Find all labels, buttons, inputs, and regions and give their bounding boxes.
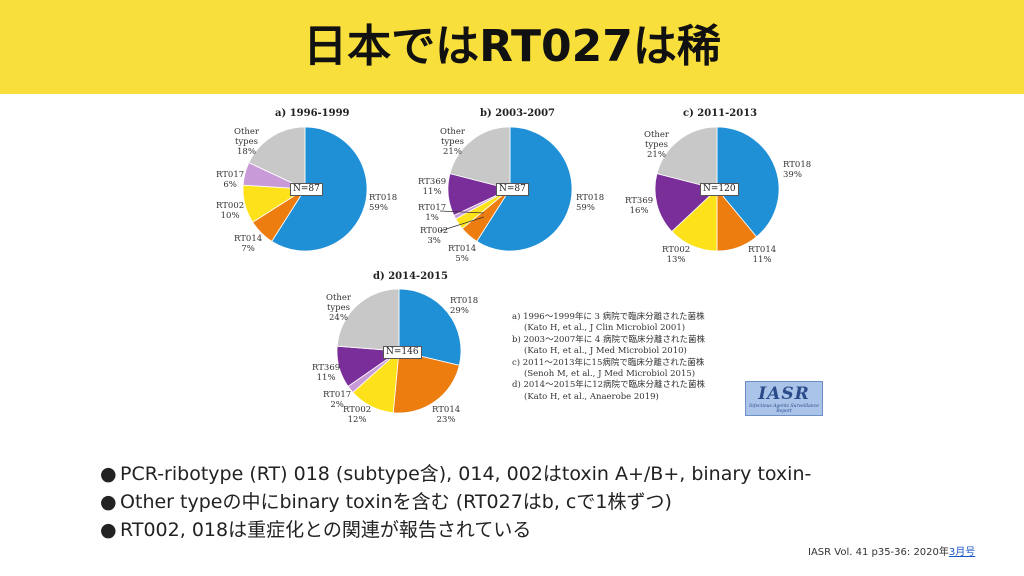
pie-slice-rt014 xyxy=(392,350,460,414)
pie-c-n-label: N=120 xyxy=(700,183,739,196)
pie-b-label-rt018: RT018 59% xyxy=(576,193,605,213)
pie-a-label-rt014: RT014 7% xyxy=(234,234,263,254)
legend-d-line2: (Kato H, et al., Anaerobe 2019) xyxy=(524,391,659,402)
pie-slice-other-types xyxy=(336,288,400,352)
pie-a-label-rt017: RT017 6% xyxy=(216,170,245,190)
iasr-logo: IASR Infectious Agents Surveillance Repo… xyxy=(745,381,823,416)
bullet-text: RT002, 018は重症化との関連が報告されている xyxy=(120,519,532,541)
bullet-list: ● PCR-ribotype (RT) 018 (subtype含), 014,… xyxy=(100,460,811,544)
bullet-item: ● Other typeの中にbinary toxinを含む (RT027はb,… xyxy=(100,488,811,516)
bullet-item: ● PCR-ribotype (RT) 018 (subtype含), 014,… xyxy=(100,460,811,488)
pie-c-label-rt369: RT369 16% xyxy=(625,196,654,216)
footer-text: IASR Vol. 41 p35-36: 2020年 xyxy=(808,547,949,558)
legend-b-line1: b) 2003～2007年に 4 病院で臨床分離された菌株 xyxy=(512,334,706,345)
bullet-dot-icon: ● xyxy=(100,519,117,541)
source-footer: IASR Vol. 41 p35-36: 2020年3月号 xyxy=(808,543,975,558)
bullet-item: ● RT002, 018は重症化との関連が報告されている xyxy=(100,516,811,544)
pie-b-label-rt369: RT369 11% xyxy=(418,177,447,197)
pie-a-label-rt002: RT002 10% xyxy=(216,201,245,221)
legend-d-line1: d) 2014～2015年に12病院で臨床分離された菌株 xyxy=(512,380,706,391)
legend-c-line1: c) 2011～2013年に15病院で臨床分離された菌株 xyxy=(512,357,705,368)
pie-c-label-rt018: RT018 39% xyxy=(783,160,812,180)
pie-c-label-other: Other types 21% xyxy=(644,130,669,160)
footer-link[interactable]: 3月号 xyxy=(948,547,976,558)
pie-d-label-other: Other types 24% xyxy=(326,293,351,323)
pie-d-label-rt002: RT002 12% xyxy=(343,405,372,425)
pie-c-label-rt002: RT002 13% xyxy=(662,245,691,265)
pie-c-title: c) 2011-2013 xyxy=(683,108,758,119)
pie-slice-other-types xyxy=(248,126,306,190)
bullet-text: PCR-ribotype (RT) 018 (subtype含), 014, 0… xyxy=(120,463,812,485)
pie-c-label-rt014: RT014 11% xyxy=(748,245,777,265)
pie-chart-c xyxy=(654,126,780,252)
pie-b-label-rt002: RT002 3% xyxy=(420,226,449,246)
iasr-logo-text: IASR xyxy=(758,384,810,404)
pie-a-n-label: N=87 xyxy=(290,183,323,196)
legend-a-line2: (Kato H, et al., J Clin Microbiol 2001) xyxy=(524,323,686,334)
pie-d-label-rt017: RT017 2% xyxy=(323,390,352,410)
legend-b-line2: (Kato H, et al., J Med Microbiol 2010) xyxy=(524,346,687,357)
pie-slice-other-types xyxy=(656,126,718,190)
pie-a-title: a) 1996-1999 xyxy=(275,108,350,119)
pie-b-n-label: N=87 xyxy=(496,183,529,196)
pie-slice-rt018 xyxy=(716,126,780,238)
pie-slice-other-types xyxy=(449,126,511,190)
pie-b-label-other: Other types 21% xyxy=(440,127,465,157)
figure-legend: a) 1996～1999年に 3 病院で臨床分離された菌株 (Kato H, e… xyxy=(512,312,705,403)
iasr-logo-tagline: Infectious Agents Surveillance Report xyxy=(749,404,819,414)
pie-b-title: b) 2003-2007 xyxy=(480,108,556,119)
pie-d-label-rt018: RT018 29% xyxy=(450,296,479,316)
pie-a-label-other: Other types 18% xyxy=(234,127,259,157)
slide-title: 日本ではRT027は稀 xyxy=(303,21,721,72)
bullet-dot-icon: ● xyxy=(100,463,117,485)
pie-a-label-rt018: RT018 59% xyxy=(369,193,398,213)
bullet-text: Other typeの中にbinary toxinを含む (RT027はb, c… xyxy=(120,491,672,513)
title-bar xyxy=(0,0,1024,94)
pie-d-title: d) 2014-2015 xyxy=(373,271,449,282)
bullet-dot-icon: ● xyxy=(100,491,117,513)
pie-b-label-rt017: RT017 1% xyxy=(418,203,447,223)
pie-d-label-rt369: RT369 11% xyxy=(312,363,341,383)
legend-a-line1: a) 1996～1999年に 3 病院で臨床分離された菌株 xyxy=(512,312,705,322)
pie-b-leader-lines xyxy=(439,210,485,232)
pie-b-label-rt014: RT014 5% xyxy=(448,244,477,264)
pie-d-label-rt014: RT014 23% xyxy=(432,405,461,425)
legend-c-line2: (Senoh M, et al., J Med Microbiol 2015) xyxy=(524,369,696,380)
pie-d-n-label: N=146 xyxy=(383,346,422,359)
